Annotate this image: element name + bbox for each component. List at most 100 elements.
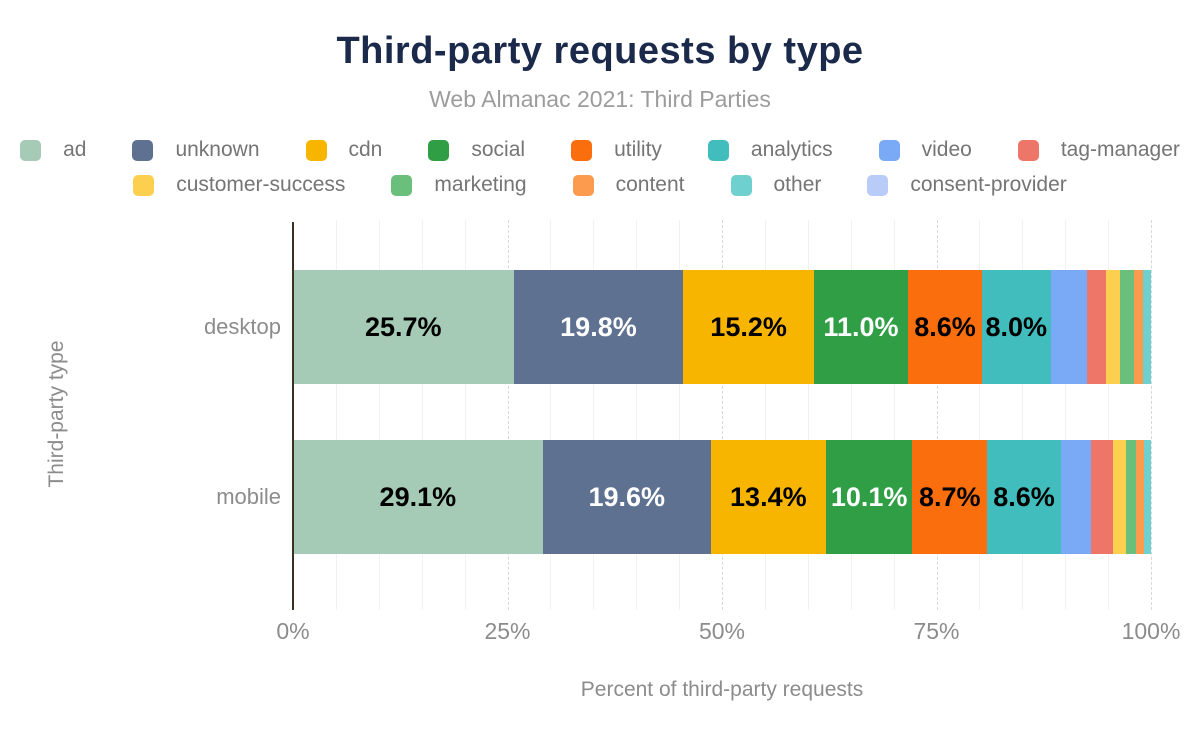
chart-area: Third-party type desktop mobile 25.7% 19.… bbox=[0, 220, 1200, 742]
bar-segment-other-mobile[interactable] bbox=[1144, 440, 1151, 554]
legend-item-analytics[interactable]: analytics bbox=[707, 138, 833, 162]
minor-gridline bbox=[893, 220, 895, 610]
bar-segment-marketing-desktop[interactable] bbox=[1120, 270, 1134, 384]
bar-segment-other-desktop[interactable] bbox=[1143, 270, 1151, 384]
legend-swatch-icon bbox=[391, 174, 413, 196]
bar-value-label: 19.8% bbox=[560, 311, 637, 342]
legend-item-label: social bbox=[471, 138, 526, 161]
minor-gridline bbox=[378, 220, 380, 610]
minor-gridline bbox=[979, 220, 981, 610]
x-tick-label-0: 0% bbox=[276, 618, 310, 644]
legend-item-label: tag-manager bbox=[1060, 138, 1180, 161]
bar-segment-unknown-desktop[interactable]: 19.8% bbox=[513, 270, 684, 384]
legend-swatch-icon bbox=[132, 139, 154, 161]
bar-segment-tag-manager-mobile[interactable] bbox=[1090, 440, 1114, 554]
legend-swatch-icon bbox=[707, 139, 729, 161]
minor-gridline bbox=[335, 220, 337, 610]
legend-swatch-icon bbox=[878, 139, 900, 161]
legend-item-ad[interactable]: ad bbox=[20, 138, 86, 162]
legend-swatch-icon bbox=[867, 174, 889, 196]
bar-value-label: 8.0% bbox=[985, 311, 1048, 342]
bar-value-label: 8.6% bbox=[993, 481, 1055, 512]
legend-swatch-icon bbox=[20, 139, 42, 161]
legend-item-utility[interactable]: utility bbox=[571, 138, 662, 162]
page-title: Third-party requests by type bbox=[336, 30, 864, 72]
bar-value-label: 29.1% bbox=[379, 481, 457, 512]
bar-segment-utility-mobile[interactable]: 8.7% bbox=[912, 440, 988, 554]
legend-item-other[interactable]: other bbox=[730, 173, 822, 197]
legend-row-1: ad unknown cdn social utility analytics video t… bbox=[0, 138, 1200, 162]
plot-area: 25.7% 19.8% 15.2% 11.0% 8.6% 8.0% 29.1% 19.6% 1… bbox=[292, 220, 1152, 610]
legend-swatch-icon bbox=[428, 139, 450, 161]
minor-gridline bbox=[464, 220, 466, 610]
legend-swatch-icon bbox=[730, 174, 752, 196]
legend-row-2: customer-success marketing content other con… bbox=[0, 173, 1200, 197]
bar-segment-video-mobile[interactable] bbox=[1060, 440, 1091, 554]
legend-swatch-icon bbox=[305, 139, 327, 161]
bar-segment-content-mobile[interactable] bbox=[1136, 440, 1145, 554]
legend-item-social[interactable]: social bbox=[428, 138, 525, 162]
minor-gridline bbox=[679, 220, 681, 610]
legend-swatch-icon bbox=[133, 174, 155, 196]
major-gridline bbox=[936, 220, 938, 610]
legend-item-content[interactable]: content bbox=[572, 173, 685, 197]
legend-item-label: cdn bbox=[348, 138, 383, 161]
bar-segment-cdn-mobile[interactable]: 13.4% bbox=[710, 440, 826, 554]
bar-segment-utility-desktop[interactable]: 8.6% bbox=[908, 270, 982, 384]
legend-item-consent-provider[interactable]: consent-provider bbox=[867, 173, 1067, 197]
bar-value-label: 25.7% bbox=[364, 311, 442, 342]
bar-segment-content-desktop[interactable] bbox=[1133, 270, 1144, 384]
legend: ad unknown cdn social utility analytics video t… bbox=[0, 138, 1200, 197]
bar-segment-video-desktop[interactable] bbox=[1050, 270, 1087, 384]
legend-item-video[interactable]: video bbox=[878, 138, 972, 162]
minor-gridline bbox=[1022, 220, 1024, 610]
bar-value-label: 8.7% bbox=[919, 481, 981, 512]
minor-gridline bbox=[1065, 220, 1067, 610]
x-tick-label-50: 50% bbox=[698, 618, 746, 644]
bar-segment-analytics-desktop[interactable]: 8.0% bbox=[981, 270, 1051, 384]
legend-item-label: unknown bbox=[175, 138, 260, 161]
minor-gridline bbox=[764, 220, 766, 610]
x-tick-label-75: 75% bbox=[913, 618, 960, 644]
legend-item-label: other bbox=[773, 173, 822, 196]
bar-segment-cdn-desktop[interactable]: 15.2% bbox=[683, 270, 814, 384]
bar-mobile: 29.1% 19.6% 13.4% 10.1% 8.7% 8.6% bbox=[293, 440, 1151, 554]
minor-gridline bbox=[1108, 220, 1110, 610]
bar-segment-social-desktop[interactable]: 11.0% bbox=[813, 270, 909, 384]
legend-item-label: ad bbox=[63, 138, 87, 161]
category-label-mobile: mobile bbox=[216, 484, 281, 509]
bar-value-label: 13.4% bbox=[730, 481, 807, 512]
bar-segment-ad-mobile[interactable]: 29.1% bbox=[293, 440, 543, 554]
legend-swatch-icon bbox=[571, 139, 593, 161]
bar-segment-customer-success-mobile[interactable] bbox=[1113, 440, 1127, 554]
bar-value-label: 15.2% bbox=[710, 311, 787, 342]
legend-swatch-icon bbox=[572, 174, 594, 196]
bar-segment-tag-manager-desktop[interactable] bbox=[1086, 270, 1107, 384]
x-axis-title: Percent of third-party requests bbox=[580, 678, 864, 701]
y-axis-line bbox=[292, 222, 294, 610]
legend-item-tag-manager[interactable]: tag-manager bbox=[1017, 138, 1180, 162]
major-gridline bbox=[507, 220, 509, 610]
bar-segment-ad-desktop[interactable]: 25.7% bbox=[293, 270, 514, 384]
major-gridline bbox=[1151, 220, 1152, 610]
y-axis-title: Third-party type bbox=[45, 340, 68, 488]
legend-item-customer-success[interactable]: customer-success bbox=[133, 173, 345, 197]
bar-segment-unknown-mobile[interactable]: 19.6% bbox=[542, 440, 711, 554]
bar-segment-marketing-mobile[interactable] bbox=[1126, 440, 1137, 554]
minor-gridline bbox=[421, 220, 423, 610]
legend-item-label: customer-success bbox=[176, 173, 346, 196]
legend-item-marketing[interactable]: marketing bbox=[391, 173, 527, 197]
legend-item-label: analytics bbox=[750, 138, 833, 161]
bar-segment-social-mobile[interactable]: 10.1% bbox=[825, 440, 913, 554]
major-gridline bbox=[722, 220, 723, 610]
bar-segment-analytics-mobile[interactable]: 8.6% bbox=[987, 440, 1061, 554]
legend-item-unknown[interactable]: unknown bbox=[132, 138, 260, 162]
bar-segment-customer-success-desktop[interactable] bbox=[1106, 270, 1121, 384]
bar-value-label: 19.6% bbox=[588, 481, 666, 512]
page-subtitle: Web Almanac 2021: Third Parties bbox=[429, 86, 771, 112]
legend-item-cdn[interactable]: cdn bbox=[305, 138, 383, 162]
legend-item-label: consent-provider bbox=[910, 173, 1067, 196]
minor-gridline bbox=[807, 220, 809, 610]
legend-item-label: content bbox=[615, 173, 685, 196]
